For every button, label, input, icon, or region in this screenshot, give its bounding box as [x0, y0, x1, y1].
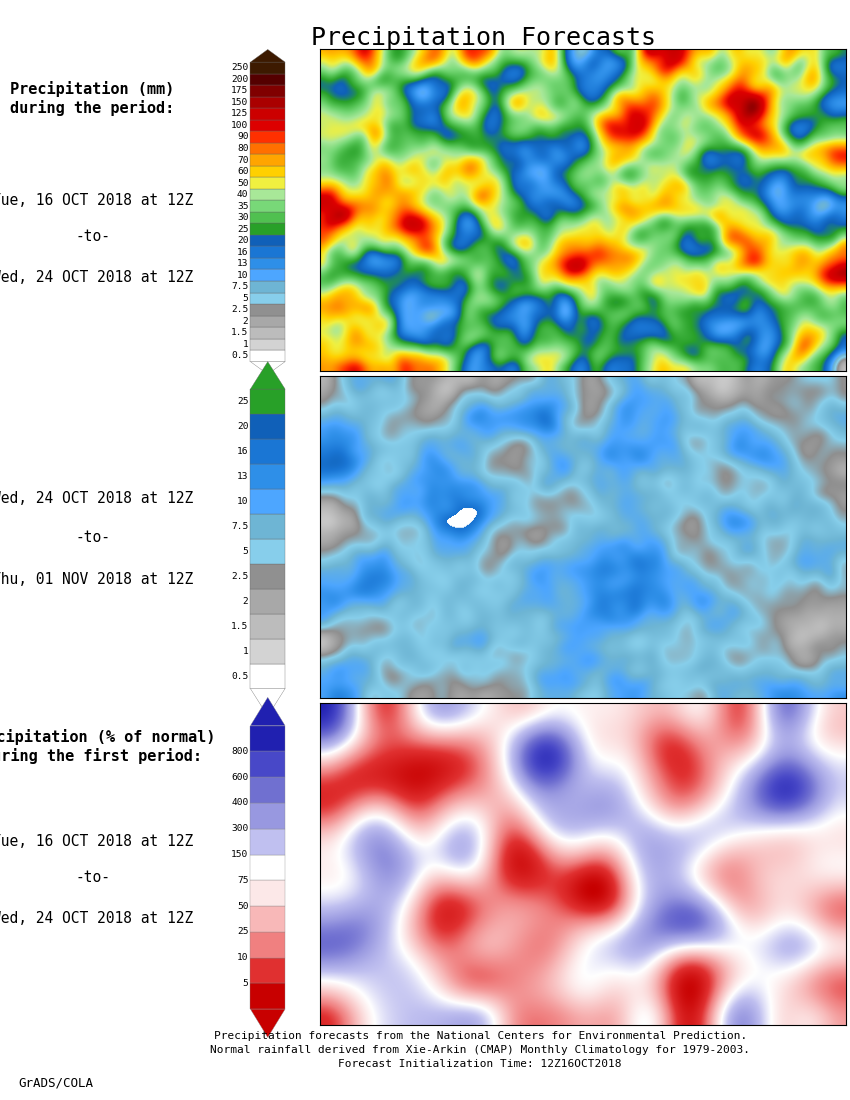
Text: Precipitation (% of normal)
during the first period:: Precipitation (% of normal) during the f… — [0, 729, 216, 763]
Text: -to-: -to- — [75, 229, 110, 243]
Text: Wed, 24 OCT 2018 at 12Z: Wed, 24 OCT 2018 at 12Z — [0, 271, 193, 285]
Text: GrADS/COLA: GrADS/COLA — [19, 1076, 94, 1089]
Text: Forecast Initialization Time: 12Z16OCT2018: Forecast Initialization Time: 12Z16OCT20… — [338, 1059, 622, 1069]
Text: Precipitation (mm)
during the period:: Precipitation (mm) during the period: — [10, 81, 175, 116]
Text: Wed, 24 OCT 2018 at 12Z: Wed, 24 OCT 2018 at 12Z — [0, 491, 193, 506]
Text: Precipitation Forecasts: Precipitation Forecasts — [311, 25, 656, 50]
Text: Tue, 16 OCT 2018 at 12Z: Tue, 16 OCT 2018 at 12Z — [0, 194, 193, 208]
Text: -to-: -to- — [75, 870, 110, 884]
Text: Tue, 16 OCT 2018 at 12Z: Tue, 16 OCT 2018 at 12Z — [0, 834, 193, 849]
Text: Wed, 24 OCT 2018 at 12Z: Wed, 24 OCT 2018 at 12Z — [0, 912, 193, 926]
Text: Normal rainfall derived from Xie-Arkin (CMAP) Monthly Climatology for 1979-2003.: Normal rainfall derived from Xie-Arkin (… — [210, 1045, 751, 1055]
Text: -to-: -to- — [75, 530, 110, 544]
Text: Thu, 01 NOV 2018 at 12Z: Thu, 01 NOV 2018 at 12Z — [0, 572, 193, 586]
Text: Precipitation forecasts from the National Centers for Environmental Prediction.: Precipitation forecasts from the Nationa… — [213, 1031, 747, 1041]
